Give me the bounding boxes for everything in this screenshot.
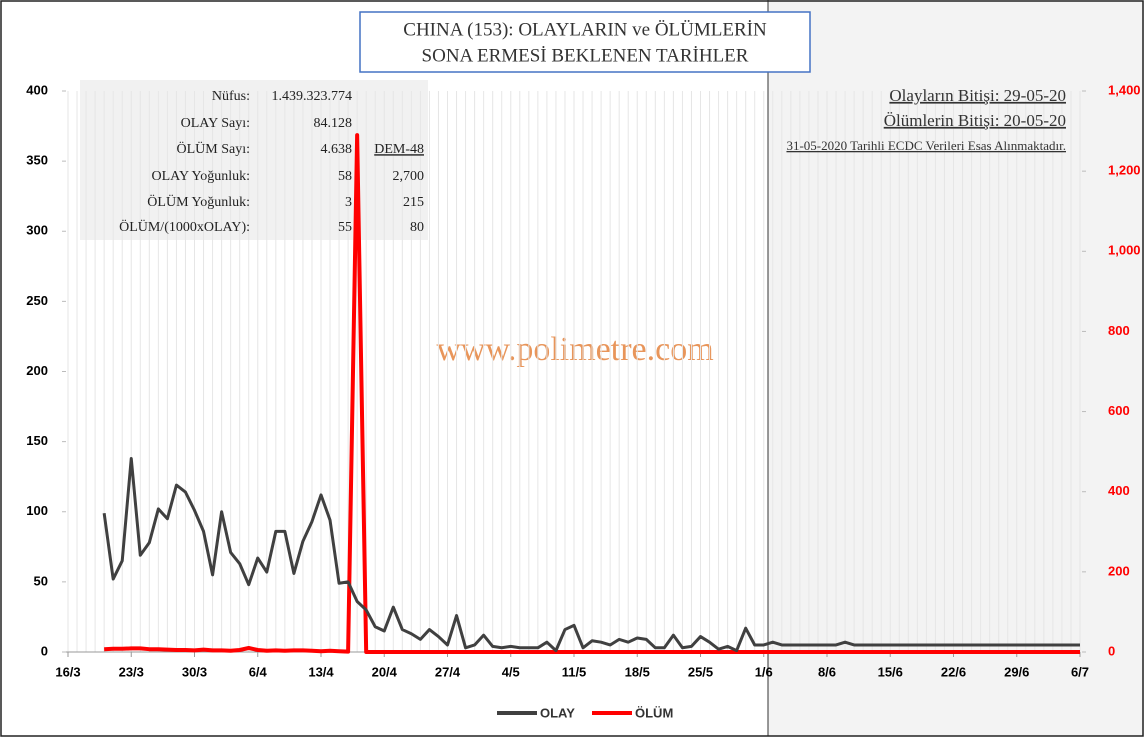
y-tick-label: 0 <box>41 643 48 658</box>
y2-tick-label: 400 <box>1108 483 1130 498</box>
y-tick-label: 200 <box>26 363 48 378</box>
x-tick-label: 22/6 <box>941 664 966 679</box>
y-tick-label: 50 <box>34 573 48 588</box>
y2-tick-label: 1,400 <box>1108 82 1141 97</box>
y2-tick-label: 200 <box>1108 563 1130 578</box>
series-line <box>104 133 1080 654</box>
watermark: www.polimetre.com <box>436 331 713 368</box>
y-tick-label: 300 <box>26 223 48 238</box>
info-cell: OLAY Yoğunluk: <box>151 169 250 184</box>
x-tick-label: 15/6 <box>878 664 903 679</box>
series-line <box>102 456 1080 653</box>
y-tick-label: 100 <box>26 503 48 518</box>
info-cell: 84.128 <box>314 116 353 131</box>
x-tick-label: 23/3 <box>119 664 144 679</box>
y-tick-label: 250 <box>26 293 48 308</box>
y-tick-label: 150 <box>26 433 48 448</box>
y2-tick-label: 1,000 <box>1108 243 1141 258</box>
chart-title: SONA ERMESİ BEKLENEN TARİHLER <box>422 45 749 66</box>
x-tick-label: 18/5 <box>625 664 650 679</box>
info-cell: ÖLÜM Yoğunluk: <box>147 193 250 210</box>
y2-tick-label: 1,200 <box>1108 163 1141 178</box>
info-cell: 80 <box>410 220 424 235</box>
legend-label: ÖLÜM <box>635 705 673 720</box>
x-tick-label: 6/7 <box>1071 664 1089 679</box>
legend-label: OLAY <box>540 705 575 720</box>
x-tick-label: 27/4 <box>435 664 461 679</box>
x-tick-label: 25/5 <box>688 664 713 679</box>
info-cell: DEM-48 <box>374 142 424 157</box>
info-cell: 2,700 <box>393 169 425 184</box>
y-tick-label: 350 <box>26 153 48 168</box>
info-cell: 1.439.323.774 <box>272 89 353 104</box>
y2-tick-label: 0 <box>1108 643 1115 658</box>
info-cell: 55 <box>338 220 352 235</box>
y2-tick-label: 800 <box>1108 323 1130 338</box>
note: 31-05-2020 Tarihli ECDC Verileri Esas Al… <box>786 138 1066 153</box>
x-tick-label: 16/3 <box>55 664 80 679</box>
x-tick-label: 4/5 <box>502 664 520 679</box>
info-cell: Nüfus: <box>212 89 250 104</box>
info-cell: ÖLÜM Sayı: <box>177 140 251 157</box>
title-box <box>359 11 811 73</box>
info-cell: ÖLÜM/(1000xOLAY): <box>119 218 250 235</box>
note: Olayların Bitişi: 29-05-20 <box>889 86 1066 105</box>
x-tick-label: 6/4 <box>249 664 268 679</box>
x-tick-label: 13/4 <box>308 664 334 679</box>
info-cell: 4.638 <box>321 142 353 157</box>
x-tick-label: 29/6 <box>1004 664 1029 679</box>
info-cell: 215 <box>403 195 424 210</box>
info-cell: OLAY Sayı: <box>181 116 250 131</box>
info-cell: 3 <box>345 195 352 210</box>
x-tick-label: 8/6 <box>818 664 836 679</box>
forecast-area <box>768 0 1144 736</box>
info-cell: 58 <box>338 169 352 184</box>
info-box <box>80 80 428 240</box>
x-tick-label: 20/4 <box>372 664 398 679</box>
note: Ölümlerin Bitişi: 20-05-20 <box>884 111 1066 130</box>
chart-title: CHINA (153): OLAYLARIN ve ÖLÜMLERİN <box>403 19 767 40</box>
x-tick-label: 30/3 <box>182 664 207 679</box>
x-tick-label: 11/5 <box>562 664 587 679</box>
y-tick-label: 400 <box>26 82 48 97</box>
x-tick-label: 1/6 <box>755 664 773 679</box>
y2-tick-label: 600 <box>1108 403 1130 418</box>
